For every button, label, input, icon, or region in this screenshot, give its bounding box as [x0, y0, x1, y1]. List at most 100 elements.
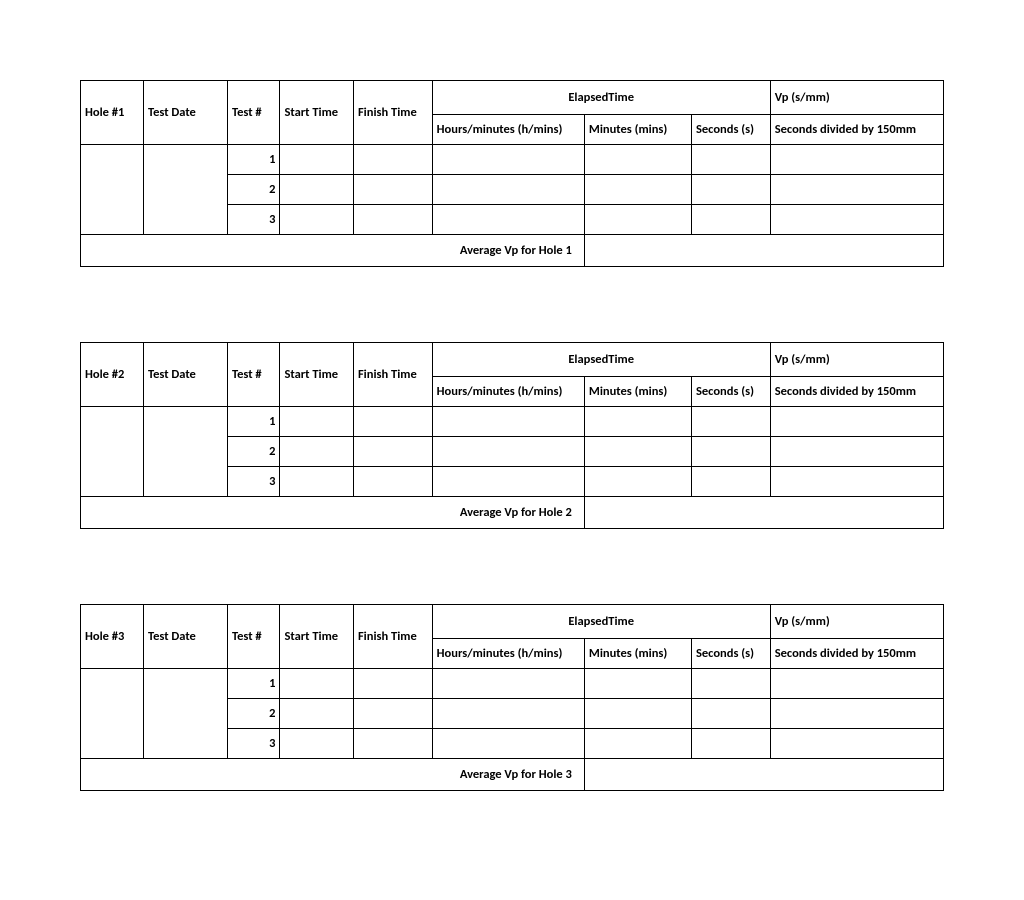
test-date-cell: [143, 669, 227, 759]
start-time-cell: [280, 407, 353, 437]
start-time-cell: [280, 467, 353, 497]
test-date-header: Test Date: [143, 605, 227, 669]
vp-header: Vp (s/mm): [770, 81, 943, 115]
finish-time-cell: [353, 145, 432, 175]
elapsed-time-header: ElapsedTime: [432, 81, 770, 115]
min-cell: [584, 729, 691, 759]
hole-table-1: Hole #1 Test Date Test # Start Time Fini…: [80, 80, 944, 267]
test-date-header: Test Date: [143, 343, 227, 407]
test-num-cell: 1: [227, 145, 279, 175]
start-time-header: Start Time: [280, 343, 353, 407]
vp-cell: [770, 175, 943, 205]
test-num-cell: 3: [227, 205, 279, 235]
test-num-cell: 3: [227, 729, 279, 759]
sec-cell: [691, 669, 770, 699]
avg-row: Average Vp for Hole 3: [81, 759, 944, 791]
sec-cell: [691, 437, 770, 467]
min-cell: [584, 699, 691, 729]
minutes-header: Minutes (mins): [584, 639, 691, 669]
min-cell: [584, 175, 691, 205]
table-row: 1: [81, 407, 944, 437]
start-time-cell: [280, 669, 353, 699]
avg-value: [584, 235, 943, 267]
hm-cell: [432, 175, 584, 205]
hm-cell: [432, 205, 584, 235]
start-time-cell: [280, 205, 353, 235]
sec-cell: [691, 205, 770, 235]
min-cell: [584, 145, 691, 175]
minutes-header: Minutes (mins): [584, 377, 691, 407]
test-num-header: Test #: [227, 343, 279, 407]
test-date-cell: [143, 145, 227, 235]
min-cell: [584, 467, 691, 497]
hm-cell: [432, 467, 584, 497]
start-time-cell: [280, 437, 353, 467]
table-header-row: Hole #1 Test Date Test # Start Time Fini…: [81, 81, 944, 115]
table-header-row: Hole #3 Test Date Test # Start Time Fini…: [81, 605, 944, 639]
sec-cell: [691, 407, 770, 437]
seconds-header: Seconds (s): [691, 377, 770, 407]
hole-cell: [81, 669, 144, 759]
finish-time-cell: [353, 407, 432, 437]
finish-time-header: Finish Time: [353, 343, 432, 407]
test-num-header: Test #: [227, 605, 279, 669]
min-cell: [584, 669, 691, 699]
hours-minutes-header: Hours/minutes (h/mins): [432, 115, 584, 145]
avg-label: Average Vp for Hole 1: [81, 235, 585, 267]
sec-cell: [691, 699, 770, 729]
min-cell: [584, 437, 691, 467]
vp-cell: [770, 669, 943, 699]
hm-cell: [432, 669, 584, 699]
vp-cell: [770, 729, 943, 759]
finish-time-cell: [353, 467, 432, 497]
sec-cell: [691, 175, 770, 205]
min-cell: [584, 205, 691, 235]
hours-minutes-header: Hours/minutes (h/mins): [432, 377, 584, 407]
test-date-header: Test Date: [143, 81, 227, 145]
test-date-cell: [143, 407, 227, 497]
hole-label-header: Hole #2: [81, 343, 144, 407]
hm-cell: [432, 699, 584, 729]
sec-cell: [691, 729, 770, 759]
sec-cell: [691, 467, 770, 497]
hole-table-3: Hole #3 Test Date Test # Start Time Fini…: [80, 604, 944, 791]
vp-header: Vp (s/mm): [770, 343, 943, 377]
finish-time-cell: [353, 729, 432, 759]
finish-time-cell: [353, 669, 432, 699]
avg-row: Average Vp for Hole 1: [81, 235, 944, 267]
table-row: 1: [81, 669, 944, 699]
table-header-row: Hole #2 Test Date Test # Start Time Fini…: [81, 343, 944, 377]
vp-cell: [770, 467, 943, 497]
seconds-header: Seconds (s): [691, 115, 770, 145]
avg-row: Average Vp for Hole 2: [81, 497, 944, 529]
hole-table-2: Hole #2 Test Date Test # Start Time Fini…: [80, 342, 944, 529]
test-num-cell: 1: [227, 669, 279, 699]
hm-cell: [432, 407, 584, 437]
finish-time-header: Finish Time: [353, 81, 432, 145]
vp-cell: [770, 145, 943, 175]
test-num-cell: 3: [227, 467, 279, 497]
vp-cell: [770, 205, 943, 235]
elapsed-time-header: ElapsedTime: [432, 343, 770, 377]
table-row: 1: [81, 145, 944, 175]
start-time-header: Start Time: [280, 605, 353, 669]
finish-time-cell: [353, 175, 432, 205]
finish-time-cell: [353, 699, 432, 729]
start-time-cell: [280, 699, 353, 729]
vp-header: Vp (s/mm): [770, 605, 943, 639]
hole-label-header: Hole #3: [81, 605, 144, 669]
finish-time-cell: [353, 437, 432, 467]
vp-sub-header: Seconds divided by 150mm: [770, 639, 943, 669]
hole-cell: [81, 145, 144, 235]
hm-cell: [432, 729, 584, 759]
vp-cell: [770, 407, 943, 437]
hm-cell: [432, 145, 584, 175]
test-num-cell: 1: [227, 407, 279, 437]
start-time-cell: [280, 145, 353, 175]
vp-sub-header: Seconds divided by 150mm: [770, 377, 943, 407]
hm-cell: [432, 437, 584, 467]
hole-cell: [81, 407, 144, 497]
sec-cell: [691, 145, 770, 175]
elapsed-time-header: ElapsedTime: [432, 605, 770, 639]
start-time-cell: [280, 729, 353, 759]
